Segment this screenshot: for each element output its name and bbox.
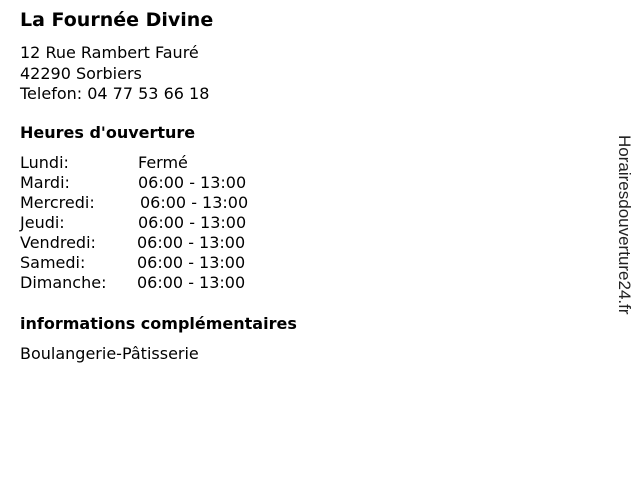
hours-table: Lundi: Fermé Mardi: 06:00 - 13:00 Mercredi… [20,153,248,293]
time: 06:00 - 13:00 [138,173,247,192]
time: 06:00 - 13:00 [140,193,249,212]
hours-row: Dimanche: 06:00 - 13:00 [20,273,248,293]
day: Samedi: [20,253,86,272]
phone: Telefon: 04 77 53 66 18 [20,84,210,103]
hours-row: Jeudi: 06:00 - 13:00 [20,213,248,233]
business-name: La Fournée Divine [20,9,214,31]
day: Vendredi: [20,233,96,252]
time: 06:00 - 13:00 [137,233,246,252]
hours-heading: Heures d'ouverture [20,123,196,142]
day: Mardi: [20,173,70,192]
time: 06:00 - 13:00 [137,273,246,292]
day: Jeudi: [20,213,65,232]
time: 06:00 - 13:00 [137,253,246,272]
info-heading: informations complémentaires [20,314,297,333]
hours-row: Samedi: 06:00 - 13:00 [20,253,248,273]
street: 12 Rue Rambert Fauré [20,43,199,62]
day: Lundi: [20,153,69,172]
hours-row: Mercredi: 06:00 - 13:00 [20,193,248,213]
day: Mercredi: [20,193,95,212]
city: 42290 Sorbiers [20,63,142,83]
day: Dimanche: [20,273,107,292]
time: Fermé [138,153,188,172]
info-text: Boulangerie-Pâtisserie [20,344,199,363]
time: 06:00 - 13:00 [138,213,247,232]
hours-row: Lundi: Fermé [20,153,248,173]
watermark: Horairesdouverture24.fr [615,135,634,315]
address-block: 12 Rue Rambert Fauré 42290 Sorbiers Tele… [20,43,209,105]
hours-row: Vendredi: 06:00 - 13:00 [20,233,248,253]
hours-row: Mardi: 06:00 - 13:00 [20,173,248,193]
